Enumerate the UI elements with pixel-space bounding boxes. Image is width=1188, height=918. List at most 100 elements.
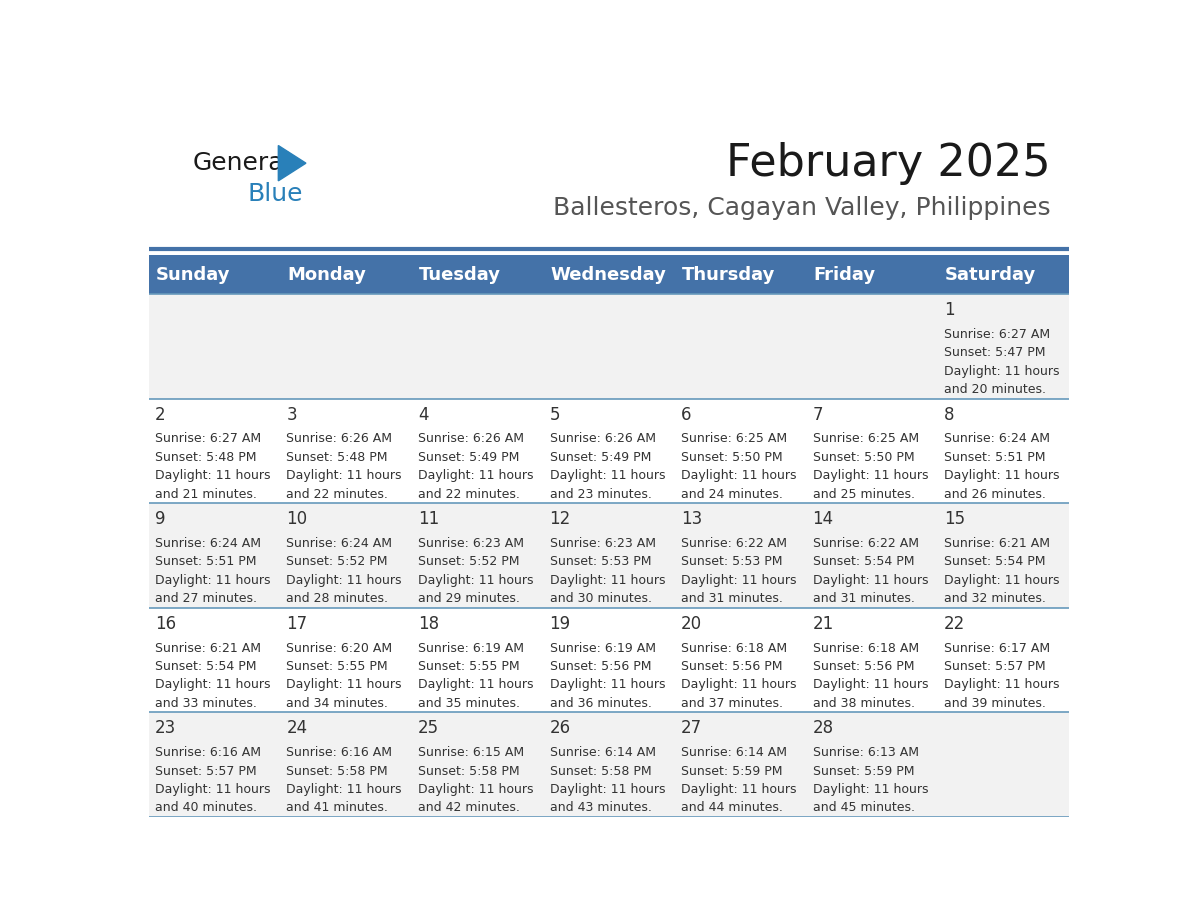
Bar <box>148 503 1069 608</box>
Text: Sunday: Sunday <box>156 265 230 284</box>
Text: Sunrise: 6:18 AM: Sunrise: 6:18 AM <box>681 642 788 655</box>
Text: Sunrise: 6:23 AM: Sunrise: 6:23 AM <box>418 537 524 550</box>
Text: Sunrise: 6:18 AM: Sunrise: 6:18 AM <box>813 642 918 655</box>
Text: 3: 3 <box>286 406 297 423</box>
Text: Daylight: 11 hours: Daylight: 11 hours <box>681 574 797 587</box>
Text: Sunrise: 6:27 AM: Sunrise: 6:27 AM <box>944 328 1050 341</box>
Text: 15: 15 <box>944 510 965 528</box>
Text: Sunrise: 6:13 AM: Sunrise: 6:13 AM <box>813 746 918 759</box>
Text: Sunrise: 6:15 AM: Sunrise: 6:15 AM <box>418 746 524 759</box>
Text: Daylight: 11 hours: Daylight: 11 hours <box>944 574 1060 587</box>
Text: Sunrise: 6:25 AM: Sunrise: 6:25 AM <box>681 432 788 445</box>
Text: Daylight: 11 hours: Daylight: 11 hours <box>944 364 1060 377</box>
Text: Daylight: 11 hours: Daylight: 11 hours <box>154 574 271 587</box>
Text: Sunrise: 6:26 AM: Sunrise: 6:26 AM <box>418 432 524 445</box>
Text: and 31 minutes.: and 31 minutes. <box>813 592 915 605</box>
Text: Sunrise: 6:21 AM: Sunrise: 6:21 AM <box>944 537 1050 550</box>
Text: 25: 25 <box>418 720 440 737</box>
Text: and 29 minutes.: and 29 minutes. <box>418 592 520 605</box>
Bar <box>148 398 1069 503</box>
Text: and 40 minutes.: and 40 minutes. <box>154 801 257 814</box>
Text: 1: 1 <box>944 301 955 319</box>
Text: Sunset: 5:58 PM: Sunset: 5:58 PM <box>418 765 519 778</box>
Text: Sunset: 5:55 PM: Sunset: 5:55 PM <box>286 660 388 673</box>
Text: Sunrise: 6:24 AM: Sunrise: 6:24 AM <box>154 537 261 550</box>
Text: Daylight: 11 hours: Daylight: 11 hours <box>418 469 533 482</box>
Text: Sunset: 5:56 PM: Sunset: 5:56 PM <box>813 660 914 673</box>
Text: Sunset: 5:53 PM: Sunset: 5:53 PM <box>550 555 651 568</box>
Text: Daylight: 11 hours: Daylight: 11 hours <box>813 574 928 587</box>
Text: Sunset: 5:50 PM: Sunset: 5:50 PM <box>813 451 915 464</box>
Text: February 2025: February 2025 <box>726 141 1051 185</box>
Text: 6: 6 <box>681 406 691 423</box>
Text: Sunrise: 6:23 AM: Sunrise: 6:23 AM <box>550 537 656 550</box>
Text: Wednesday: Wednesday <box>550 265 666 284</box>
Text: and 20 minutes.: and 20 minutes. <box>944 383 1047 396</box>
Text: and 44 minutes.: and 44 minutes. <box>681 801 783 814</box>
Text: Sunrise: 6:24 AM: Sunrise: 6:24 AM <box>286 537 392 550</box>
Text: Sunrise: 6:14 AM: Sunrise: 6:14 AM <box>681 746 788 759</box>
Text: Sunrise: 6:22 AM: Sunrise: 6:22 AM <box>681 537 788 550</box>
Text: Daylight: 11 hours: Daylight: 11 hours <box>418 678 533 691</box>
Text: Sunset: 5:51 PM: Sunset: 5:51 PM <box>154 555 257 568</box>
Text: Daylight: 11 hours: Daylight: 11 hours <box>154 469 271 482</box>
Text: and 39 minutes.: and 39 minutes. <box>944 697 1045 710</box>
Text: Blue: Blue <box>248 182 303 206</box>
Text: Sunset: 5:49 PM: Sunset: 5:49 PM <box>418 451 519 464</box>
Text: Sunset: 5:59 PM: Sunset: 5:59 PM <box>813 765 914 778</box>
Text: General: General <box>192 151 291 175</box>
Text: and 36 minutes.: and 36 minutes. <box>550 697 651 710</box>
Text: Sunrise: 6:26 AM: Sunrise: 6:26 AM <box>286 432 392 445</box>
Text: Daylight: 11 hours: Daylight: 11 hours <box>286 469 402 482</box>
Text: and 45 minutes.: and 45 minutes. <box>813 801 915 814</box>
Text: Sunrise: 6:21 AM: Sunrise: 6:21 AM <box>154 642 261 655</box>
Text: 27: 27 <box>681 720 702 737</box>
Text: and 33 minutes.: and 33 minutes. <box>154 697 257 710</box>
Text: Sunset: 5:49 PM: Sunset: 5:49 PM <box>550 451 651 464</box>
Text: Daylight: 11 hours: Daylight: 11 hours <box>286 678 402 691</box>
Text: Sunset: 5:58 PM: Sunset: 5:58 PM <box>286 765 388 778</box>
Text: 28: 28 <box>813 720 834 737</box>
Text: 16: 16 <box>154 615 176 633</box>
Text: Sunset: 5:47 PM: Sunset: 5:47 PM <box>944 346 1045 359</box>
Text: Sunrise: 6:14 AM: Sunrise: 6:14 AM <box>550 746 656 759</box>
Text: 22: 22 <box>944 615 966 633</box>
Text: Daylight: 11 hours: Daylight: 11 hours <box>418 574 533 587</box>
Text: Sunrise: 6:20 AM: Sunrise: 6:20 AM <box>286 642 392 655</box>
Text: Daylight: 11 hours: Daylight: 11 hours <box>550 678 665 691</box>
Text: Daylight: 11 hours: Daylight: 11 hours <box>550 574 665 587</box>
Text: and 25 minutes.: and 25 minutes. <box>813 487 915 500</box>
Text: Sunset: 5:54 PM: Sunset: 5:54 PM <box>813 555 914 568</box>
Text: Saturday: Saturday <box>944 265 1036 284</box>
Text: Friday: Friday <box>814 265 876 284</box>
Text: and 22 minutes.: and 22 minutes. <box>418 487 520 500</box>
Text: and 35 minutes.: and 35 minutes. <box>418 697 520 710</box>
Text: Daylight: 11 hours: Daylight: 11 hours <box>681 678 797 691</box>
Text: Sunset: 5:48 PM: Sunset: 5:48 PM <box>286 451 388 464</box>
Text: Sunset: 5:57 PM: Sunset: 5:57 PM <box>944 660 1045 673</box>
Text: Sunrise: 6:27 AM: Sunrise: 6:27 AM <box>154 432 261 445</box>
Text: Daylight: 11 hours: Daylight: 11 hours <box>681 469 797 482</box>
Text: Sunset: 5:58 PM: Sunset: 5:58 PM <box>550 765 651 778</box>
Text: 19: 19 <box>550 615 570 633</box>
Text: Sunset: 5:52 PM: Sunset: 5:52 PM <box>418 555 519 568</box>
Text: Daylight: 11 hours: Daylight: 11 hours <box>944 678 1060 691</box>
Text: 13: 13 <box>681 510 702 528</box>
Bar <box>148 608 1069 712</box>
Text: Sunset: 5:56 PM: Sunset: 5:56 PM <box>681 660 783 673</box>
Text: 10: 10 <box>286 510 308 528</box>
Text: 7: 7 <box>813 406 823 423</box>
Text: 11: 11 <box>418 510 440 528</box>
Text: Sunrise: 6:22 AM: Sunrise: 6:22 AM <box>813 537 918 550</box>
Text: Daylight: 11 hours: Daylight: 11 hours <box>286 783 402 796</box>
Text: Daylight: 11 hours: Daylight: 11 hours <box>550 469 665 482</box>
Text: and 28 minutes.: and 28 minutes. <box>286 592 388 605</box>
Text: Daylight: 11 hours: Daylight: 11 hours <box>418 783 533 796</box>
Text: Tuesday: Tuesday <box>419 265 501 284</box>
Text: Sunset: 5:51 PM: Sunset: 5:51 PM <box>944 451 1045 464</box>
Text: Sunset: 5:50 PM: Sunset: 5:50 PM <box>681 451 783 464</box>
Text: and 24 minutes.: and 24 minutes. <box>681 487 783 500</box>
Text: Daylight: 11 hours: Daylight: 11 hours <box>813 469 928 482</box>
Text: and 30 minutes.: and 30 minutes. <box>550 592 651 605</box>
Text: 23: 23 <box>154 720 176 737</box>
